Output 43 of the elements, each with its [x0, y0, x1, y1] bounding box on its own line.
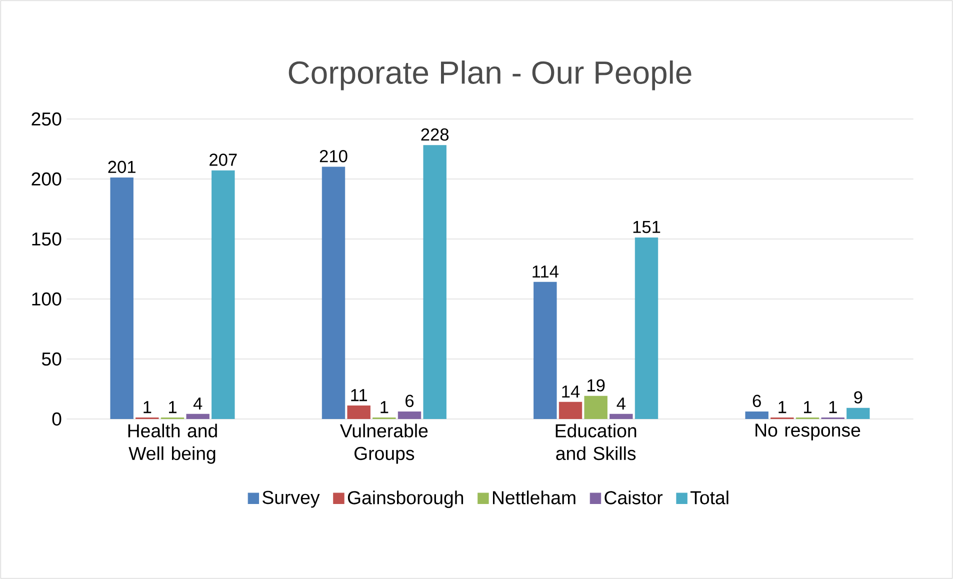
data-label: 1 [804, 401, 812, 414]
data-label: 1 [169, 401, 176, 414]
legend-label: Nettleham [492, 490, 576, 504]
data-label: 1 [380, 401, 388, 414]
data-label: 4 [193, 398, 202, 410]
data-label: 6 [406, 394, 414, 408]
data-label: 114 [532, 266, 558, 278]
data-label: 1 [829, 401, 837, 414]
x-tick-label: No response [756, 424, 860, 440]
x-tick-label: Vulnerable Groups [340, 424, 428, 464]
data-label: 201 [108, 160, 136, 174]
legend-label: Survey [262, 490, 320, 508]
chart-title: Corporate Plan - Our People [288, 60, 692, 90]
legend-label: Gainsborough [348, 490, 464, 508]
data-label: 228 [421, 128, 449, 141]
y-tick-label: 50 [42, 352, 62, 366]
data-label: 19 [588, 379, 605, 392]
x-tick-label: Education and Skills [556, 424, 636, 460]
bar [610, 414, 633, 419]
data-label: 9 [854, 391, 862, 404]
data-label: 4 [616, 398, 626, 410]
bar [212, 170, 235, 419]
bar [846, 408, 870, 419]
y-tick-label: 150 [32, 232, 62, 246]
legend-label: Total [690, 490, 728, 504]
legend-label: Caistor [604, 490, 663, 504]
data-label: 207 [210, 154, 237, 166]
data-label: 1 [778, 401, 786, 414]
data-label: 14 [562, 386, 580, 398]
data-label: 11 [351, 389, 367, 402]
bar [186, 414, 210, 419]
y-tick-label: 250 [32, 112, 62, 126]
data-label: 151 [633, 221, 660, 234]
y-tick-label: 100 [32, 292, 62, 306]
x-tick-label: Health and Well being [128, 424, 217, 464]
data-label: 1 [144, 401, 152, 414]
bar [634, 238, 658, 419]
bar [423, 145, 446, 419]
data-label: 6 [752, 394, 761, 408]
y-tick-label: 0 [52, 412, 62, 426]
data-label: 210 [320, 150, 348, 162]
y-tick-label: 200 [32, 172, 62, 186]
bar [398, 412, 422, 419]
